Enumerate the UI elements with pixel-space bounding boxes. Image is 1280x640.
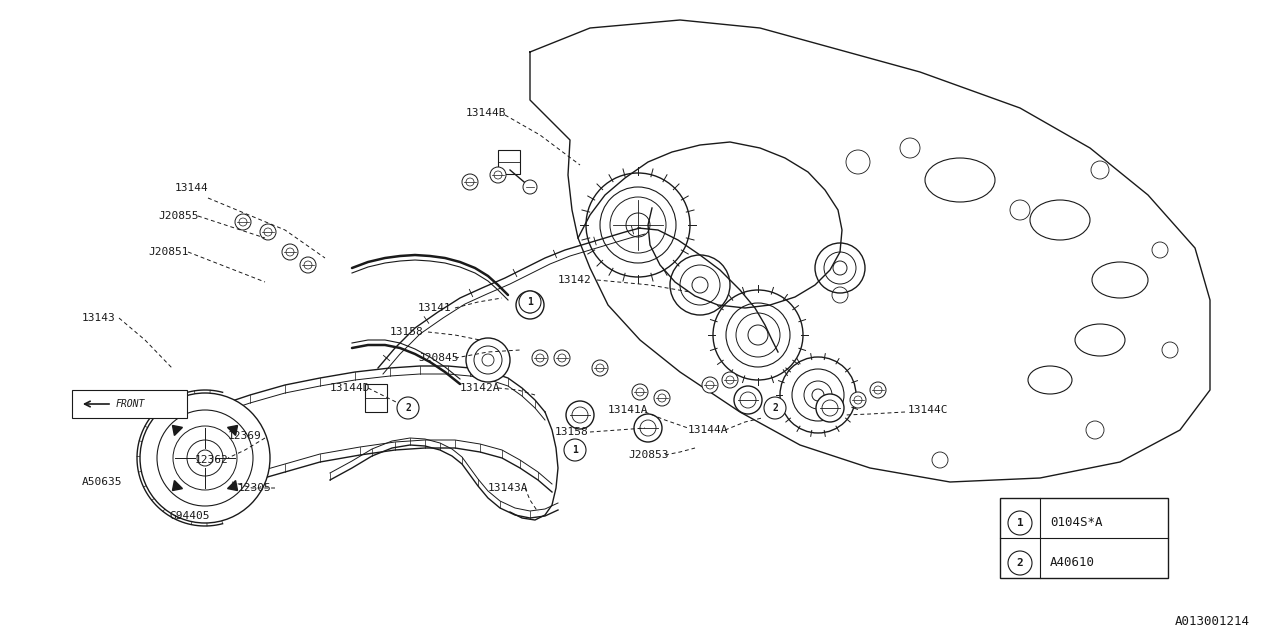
Circle shape <box>474 346 502 374</box>
Text: 13141: 13141 <box>419 303 452 313</box>
Circle shape <box>726 376 733 384</box>
Bar <box>1000 498 1169 578</box>
Circle shape <box>532 350 548 366</box>
Circle shape <box>285 248 294 256</box>
Text: 2: 2 <box>772 403 778 413</box>
Text: 13144C: 13144C <box>908 405 948 415</box>
Circle shape <box>591 360 608 376</box>
Text: 12305: 12305 <box>238 483 271 493</box>
Circle shape <box>554 350 570 366</box>
Circle shape <box>740 392 756 408</box>
Polygon shape <box>173 426 183 435</box>
Circle shape <box>566 401 594 429</box>
Circle shape <box>722 372 739 388</box>
Circle shape <box>490 167 506 183</box>
Text: 13142: 13142 <box>558 275 591 285</box>
FancyBboxPatch shape <box>72 390 187 418</box>
Text: A013001214: A013001214 <box>1175 615 1251 628</box>
Text: A40610: A40610 <box>1050 557 1094 570</box>
Text: J20855: J20855 <box>157 211 198 221</box>
Polygon shape <box>530 20 1210 482</box>
Circle shape <box>572 407 588 423</box>
Circle shape <box>854 396 861 404</box>
Text: 13144D: 13144D <box>330 383 370 393</box>
Circle shape <box>636 388 644 396</box>
Circle shape <box>524 180 538 194</box>
Circle shape <box>654 390 669 406</box>
Text: 13141A: 13141A <box>608 405 649 415</box>
Text: FRONT: FRONT <box>116 399 146 409</box>
Text: J20853: J20853 <box>628 450 668 460</box>
Circle shape <box>658 394 666 402</box>
Circle shape <box>817 394 844 422</box>
Polygon shape <box>228 481 238 490</box>
Circle shape <box>764 397 786 419</box>
Text: 13158: 13158 <box>556 427 589 437</box>
Circle shape <box>874 386 882 394</box>
Circle shape <box>536 354 544 362</box>
Circle shape <box>870 382 886 398</box>
Circle shape <box>494 171 502 179</box>
Text: A50635: A50635 <box>82 477 123 487</box>
Text: 13144A: 13144A <box>689 425 728 435</box>
Text: 13142A: 13142A <box>460 383 500 393</box>
Circle shape <box>564 439 586 461</box>
Text: 13144B: 13144B <box>466 108 507 118</box>
Text: 13158: 13158 <box>390 327 424 337</box>
Circle shape <box>516 291 544 319</box>
Circle shape <box>260 224 276 240</box>
Polygon shape <box>228 426 238 435</box>
Circle shape <box>300 257 316 273</box>
Text: 0104S*A: 0104S*A <box>1050 516 1102 529</box>
Text: 13144: 13144 <box>175 183 209 193</box>
Circle shape <box>850 392 867 408</box>
Circle shape <box>632 384 648 400</box>
Circle shape <box>518 291 541 313</box>
Circle shape <box>140 393 270 523</box>
Circle shape <box>239 218 247 226</box>
Text: 2: 2 <box>1016 558 1024 568</box>
Text: 12369: 12369 <box>228 431 261 441</box>
Circle shape <box>462 174 477 190</box>
Circle shape <box>1009 551 1032 575</box>
Circle shape <box>466 178 474 186</box>
Circle shape <box>701 377 718 393</box>
Text: 1: 1 <box>527 297 532 307</box>
Circle shape <box>236 214 251 230</box>
Text: G94405: G94405 <box>170 511 210 521</box>
Text: 13143: 13143 <box>82 313 115 323</box>
Text: 13143A: 13143A <box>488 483 529 493</box>
Text: 1: 1 <box>1016 518 1024 528</box>
Circle shape <box>522 297 538 313</box>
Text: 2: 2 <box>404 403 411 413</box>
Circle shape <box>1009 511 1032 535</box>
Circle shape <box>282 244 298 260</box>
Text: 1: 1 <box>572 445 579 455</box>
Polygon shape <box>173 481 183 490</box>
Circle shape <box>173 426 237 490</box>
Circle shape <box>305 261 312 269</box>
Bar <box>498 150 520 174</box>
Circle shape <box>558 354 566 362</box>
Circle shape <box>466 338 509 382</box>
Circle shape <box>483 354 494 366</box>
Circle shape <box>596 364 604 372</box>
Text: J20845: J20845 <box>419 353 458 363</box>
Circle shape <box>640 420 657 436</box>
Circle shape <box>197 450 212 466</box>
Circle shape <box>397 397 419 419</box>
Circle shape <box>187 440 223 476</box>
Circle shape <box>822 400 838 416</box>
Circle shape <box>707 381 714 389</box>
Bar <box>365 384 387 412</box>
Circle shape <box>634 414 662 442</box>
Text: J20851: J20851 <box>148 247 188 257</box>
Circle shape <box>157 410 253 506</box>
Text: 12362: 12362 <box>195 455 229 465</box>
Circle shape <box>264 228 273 236</box>
Circle shape <box>733 386 762 414</box>
